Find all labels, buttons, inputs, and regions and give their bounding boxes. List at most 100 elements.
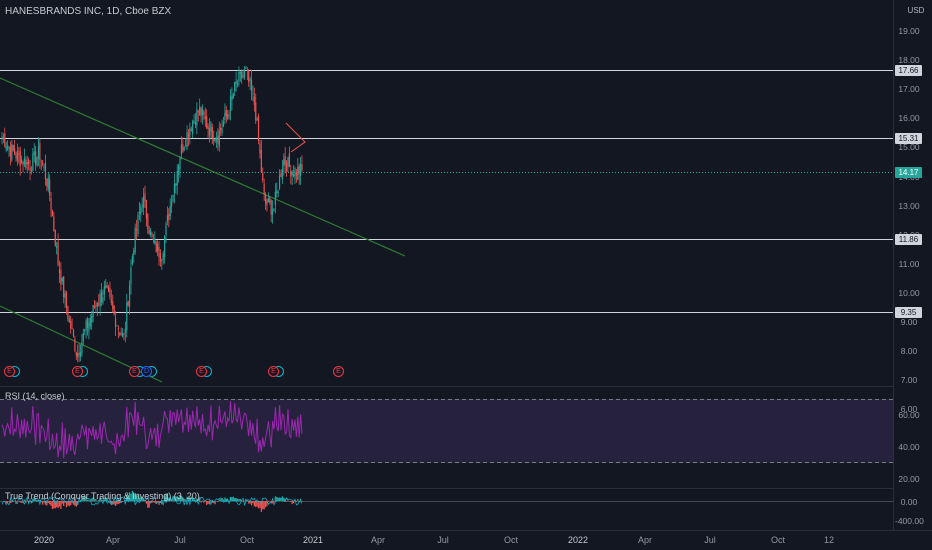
- candle-body: [228, 114, 230, 116]
- candle-body: [16, 151, 19, 161]
- candle-body: [110, 299, 112, 304]
- earnings-badge[interactable]: E: [72, 366, 83, 377]
- candle-body: [98, 303, 100, 305]
- candle-body: [28, 160, 30, 165]
- candle-body: [144, 193, 146, 201]
- candle-body: [93, 305, 96, 309]
- candle-body: [294, 168, 296, 179]
- level-label[interactable]: 15.31: [895, 132, 922, 144]
- candle-body: [220, 127, 222, 131]
- candle-body: [44, 163, 47, 180]
- trend-tick: 0.00: [900, 497, 918, 507]
- candle-body: [140, 207, 142, 215]
- candle-body: [84, 329, 86, 331]
- candle-body: [189, 128, 191, 137]
- earnings-badge[interactable]: E: [196, 366, 207, 377]
- candle-body: [145, 200, 147, 219]
- candle-body: [33, 151, 35, 155]
- candle-body: [295, 172, 297, 176]
- price-tick: 7.00: [900, 375, 918, 386]
- time-tick: 2022: [567, 535, 589, 545]
- earnings-badge[interactable]: E: [4, 366, 15, 377]
- candle-body: [50, 197, 52, 211]
- candle-body: [70, 320, 72, 329]
- chart-title[interactable]: HANESBRANDS INC, 1D, Cboe BZX: [5, 6, 172, 17]
- candle-body: [102, 297, 104, 304]
- candle-body: [192, 121, 194, 134]
- candle-body: [269, 197, 271, 203]
- candle-body: [49, 179, 51, 196]
- price-tick: 17.00: [898, 84, 920, 95]
- candle-body: [246, 69, 248, 71]
- candle-body: [290, 170, 292, 177]
- candle-body: [105, 285, 107, 288]
- candle-body: [133, 250, 135, 255]
- candle-body: [142, 196, 145, 208]
- candle-body: [100, 291, 103, 302]
- candle-body: [186, 131, 188, 150]
- candle-body: [291, 172, 293, 176]
- candle-body: [82, 333, 84, 341]
- candle-body: [201, 108, 204, 116]
- rsi-tick: 20.00: [898, 474, 920, 484]
- price-tick: 16.00: [898, 113, 920, 124]
- earnings-badge[interactable]: E: [333, 366, 344, 377]
- dividend-badge[interactable]: D: [141, 366, 152, 377]
- candle-body: [241, 71, 243, 79]
- candle-body: [260, 149, 262, 173]
- level-label[interactable]: 11.86: [895, 233, 922, 245]
- candle-body: [299, 164, 302, 176]
- candle-body: [127, 300, 129, 306]
- candle-body: [164, 236, 166, 257]
- level-label[interactable]: 17.66: [895, 64, 922, 76]
- candle-body: [194, 122, 197, 125]
- earnings-badge[interactable]: E: [268, 366, 279, 377]
- candle-body: [135, 229, 138, 231]
- candle-body: [120, 333, 122, 335]
- candle-body: [267, 198, 269, 203]
- candle-body: [54, 230, 56, 246]
- last-price-label[interactable]: 14.17: [895, 166, 922, 178]
- candle-body: [169, 205, 171, 217]
- candle-body: [22, 162, 24, 166]
- candle-body: [207, 126, 209, 130]
- candle-body: [130, 267, 132, 285]
- candle-body: [173, 183, 176, 194]
- candle-body: [238, 72, 240, 82]
- candle-body: [168, 213, 170, 220]
- time-tick: Apr: [105, 535, 121, 545]
- candle-body: [175, 183, 177, 186]
- time-tick: 2021: [302, 535, 324, 545]
- candle-body: [149, 230, 152, 235]
- candle-body: [208, 127, 211, 136]
- level-label[interactable]: 9.35: [895, 306, 922, 318]
- earnings-badge[interactable]: E: [129, 366, 140, 377]
- rsi-title[interactable]: RSI (14, close): [5, 391, 65, 401]
- candle-body: [222, 122, 225, 127]
- candle-body: [26, 162, 28, 165]
- candle-body: [157, 243, 159, 251]
- candle-body: [51, 210, 54, 217]
- candle-body: [215, 138, 218, 141]
- candle-body: [264, 194, 267, 204]
- trend-signal-line: [1, 495, 303, 507]
- time-tick: Apr: [637, 535, 653, 545]
- candle-body: [74, 339, 76, 352]
- candle-body: [2, 136, 5, 139]
- time-tick: Oct: [239, 535, 255, 545]
- candle-body: [180, 144, 183, 155]
- true-trend-title[interactable]: True Trend (Conquer Trading & Investing)…: [5, 491, 200, 501]
- candles: [1, 65, 303, 363]
- candle-body: [79, 352, 82, 357]
- candle-body: [206, 116, 208, 129]
- candle-body: [30, 169, 33, 172]
- candle-body: [187, 133, 190, 138]
- candle-body: [266, 199, 268, 206]
- candle-body: [39, 142, 41, 160]
- candle-body: [85, 320, 87, 331]
- candle-body: [72, 329, 75, 337]
- candle-body: [155, 242, 157, 252]
- candle-body: [96, 303, 98, 307]
- candle-body: [185, 144, 187, 147]
